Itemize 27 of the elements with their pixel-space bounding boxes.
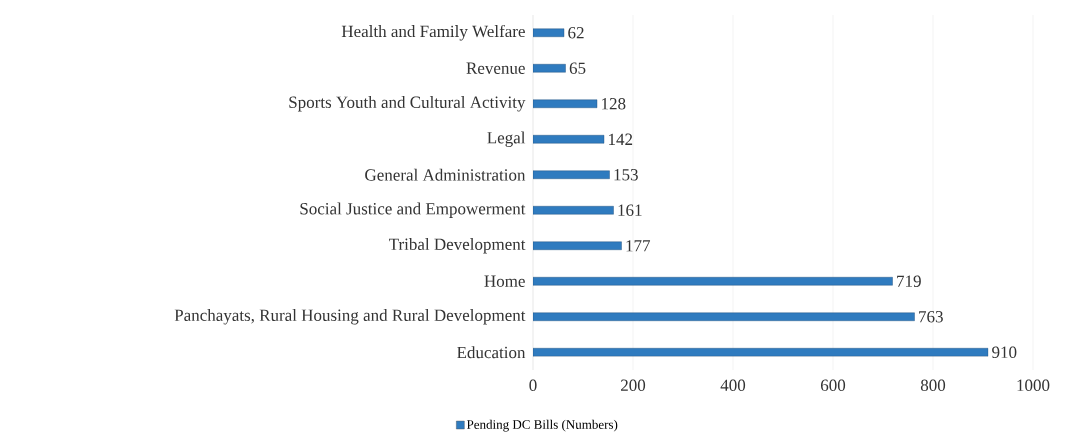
- data-label: 65: [569, 62, 586, 74]
- data-label: 128: [602, 98, 626, 110]
- y-tick-label: Education: [457, 346, 526, 359]
- x-tick-label: 800: [920, 379, 946, 392]
- y-tick-label: Tribal Development: [389, 238, 526, 254]
- data-label: 177: [626, 240, 651, 252]
- y-tick-label: Social Justice and Empowerment: [300, 202, 526, 218]
- y-tick-label: Revenue: [466, 62, 525, 74]
- y-tick-label: General Administration: [365, 168, 526, 181]
- x-tick-label: 400: [720, 379, 746, 392]
- x-tick-label: 1000: [1017, 379, 1050, 392]
- y-tick-label: Legal: [487, 131, 526, 147]
- y-tick-label: Sports Youth and Cultural Activity: [289, 96, 526, 112]
- data-label: 910: [992, 346, 1017, 358]
- x-tick-label: 600: [820, 379, 846, 392]
- data-label: 719: [897, 275, 921, 287]
- x-tick-label: 0: [529, 379, 537, 392]
- y-tick-label: Home: [484, 275, 525, 287]
- legend-label: Pending DC Bills (Numbers): [466, 419, 618, 432]
- y-tick-label: Panchayats, Rural Housing and Rural Development: [174, 309, 526, 325]
- data-label: 763: [919, 311, 943, 323]
- x-tick-label: 200: [621, 379, 646, 392]
- y-tick-label: Health and Family Welfare: [341, 24, 525, 41]
- data-label: 153: [614, 169, 638, 181]
- data-label: 142: [609, 133, 633, 145]
- data-label: 161: [618, 204, 642, 216]
- data-label: 62: [568, 27, 584, 39]
